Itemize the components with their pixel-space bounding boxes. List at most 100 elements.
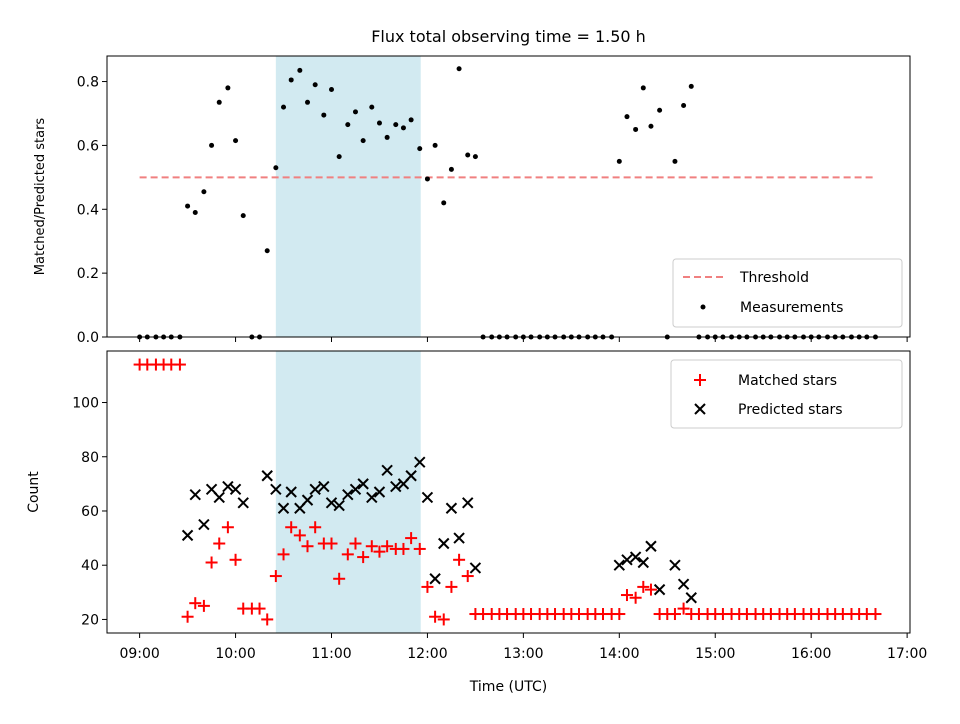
predicted-stars-point: [198, 518, 210, 531]
x-tick-label: 14:00: [599, 646, 639, 662]
bottom-axis-ticks: 20 40 60 80 100 09:00 10:00 11:00 12:00 13:00 14:0…: [72, 396, 927, 662]
matched-stars-point: [293, 529, 306, 542]
matched-stars-point: [644, 583, 657, 596]
matched-stars-point: [205, 556, 218, 569]
predicted-stars-point: [469, 562, 482, 574]
matched-stars-point: [301, 540, 314, 553]
top-shaded-interval: [275, 56, 421, 337]
measurements-point: [201, 189, 207, 195]
y-tick-label: 0.6: [77, 138, 99, 154]
y-tick-label: 0.8: [77, 75, 99, 91]
bottom-y-axis-label: Count: [26, 471, 42, 513]
matched-stars-point: [461, 570, 474, 583]
predicted-stars-point: [229, 483, 242, 495]
measurements-point: [672, 158, 678, 164]
predicted-stars-point: [373, 486, 386, 498]
matched-stars-point: [421, 580, 434, 593]
matched-stars-point: [285, 521, 298, 534]
measurements-point: [657, 107, 663, 113]
top-axis-ticks: 0.0 0.2 0.4 0.6 0.8: [77, 75, 908, 346]
predicted-stars-point: [629, 551, 642, 563]
legend-matched-marker: [694, 374, 706, 386]
y-tick-label: 0.2: [77, 266, 99, 282]
top-axes-frame: [106, 55, 911, 338]
x-tick-label: 13:00: [503, 646, 543, 662]
predicted-stars-point: [381, 464, 393, 477]
y-tick-label: 0.4: [77, 202, 99, 218]
y-tick-label: 20: [81, 612, 99, 628]
matched-stars-point: [365, 540, 378, 553]
measurements-point: [281, 104, 287, 110]
x-tick-label: 11:00: [311, 646, 351, 662]
measurements-point: [233, 138, 239, 144]
y-tick-label: 60: [81, 504, 99, 520]
matched-stars-point: [221, 521, 234, 534]
predicted-stars-point: [645, 540, 657, 552]
predicted-stars-point: [325, 497, 338, 509]
matched-stars-point: [173, 358, 186, 371]
measurements-point: [192, 209, 198, 215]
predicted-stars-point: [237, 497, 249, 509]
measurements-point: [376, 120, 382, 126]
bottom-axes-frame: [106, 350, 911, 634]
measurements-point: [424, 176, 430, 182]
measurements-point: [456, 66, 462, 72]
matched-stars-point: [668, 608, 681, 621]
measurements-point: [360, 138, 366, 144]
predicted-stars-point: [213, 491, 225, 504]
predicted-stars-point: [453, 532, 465, 544]
measurements-point: [336, 154, 342, 160]
matched-stars-point: [405, 532, 418, 545]
predicted-stars-point: [613, 559, 626, 571]
measurements-point: [448, 166, 454, 172]
bottom-legend: Matched stars Predicted stars: [670, 359, 903, 429]
measurements-point: [384, 134, 390, 140]
top-legend: Threshold Measurements: [672, 258, 903, 328]
predicted-stars-point: [685, 592, 697, 604]
measurements-point: [472, 154, 478, 160]
measurements-point: [345, 122, 351, 128]
matched-stars-point: [413, 542, 426, 555]
measurements-point: [417, 146, 423, 152]
matched-stars-point: [253, 602, 266, 615]
y-tick-label: 100: [72, 396, 99, 412]
measurements-point: [352, 109, 358, 115]
predicted-stars-point: [222, 480, 234, 493]
predicted-stars-point: [301, 494, 314, 506]
predicted-stars-point: [270, 483, 282, 495]
matched-stars-point: [309, 521, 322, 534]
legend-matched-label: Matched stars: [738, 373, 837, 389]
predicted-stars-point: [669, 559, 681, 571]
measurements-point: [225, 85, 231, 91]
predicted-stars-point: [445, 502, 458, 514]
x-tick-label: 16:00: [791, 646, 831, 662]
measurements-point: [240, 213, 246, 219]
measurements-point: [321, 112, 327, 118]
matched-stars-point: [269, 570, 282, 583]
y-tick-label: 80: [81, 450, 99, 466]
predicted-stars-point: [261, 470, 273, 482]
bottom-shaded-interval: [275, 351, 421, 633]
predicted-stars-point: [366, 491, 378, 504]
matched-stars-point: [629, 591, 642, 604]
matched-stars-point: [613, 608, 626, 621]
measurements-point: [216, 99, 222, 105]
legend-threshold-label: Threshold: [739, 270, 809, 286]
predicted-stars-point: [390, 480, 402, 493]
measurements-point: [465, 152, 471, 158]
measurements-point: [648, 123, 654, 129]
matched-stars-point: [325, 537, 338, 550]
measurements-point: [393, 122, 399, 128]
predicted-stars-point: [318, 480, 330, 493]
measurements-point: [616, 158, 622, 164]
predicted-stars-point: [637, 556, 649, 569]
matched-stars-point: [213, 537, 226, 550]
predicted-stars-point: [309, 483, 321, 495]
matched-stars-point: [429, 610, 442, 623]
measurements-point: [400, 125, 406, 131]
measurements-point: [640, 85, 646, 91]
measurements-point: [264, 248, 270, 254]
matched-stars-point: [357, 551, 370, 564]
measurements-point: [209, 142, 215, 148]
matched-stars-point: [181, 610, 194, 623]
